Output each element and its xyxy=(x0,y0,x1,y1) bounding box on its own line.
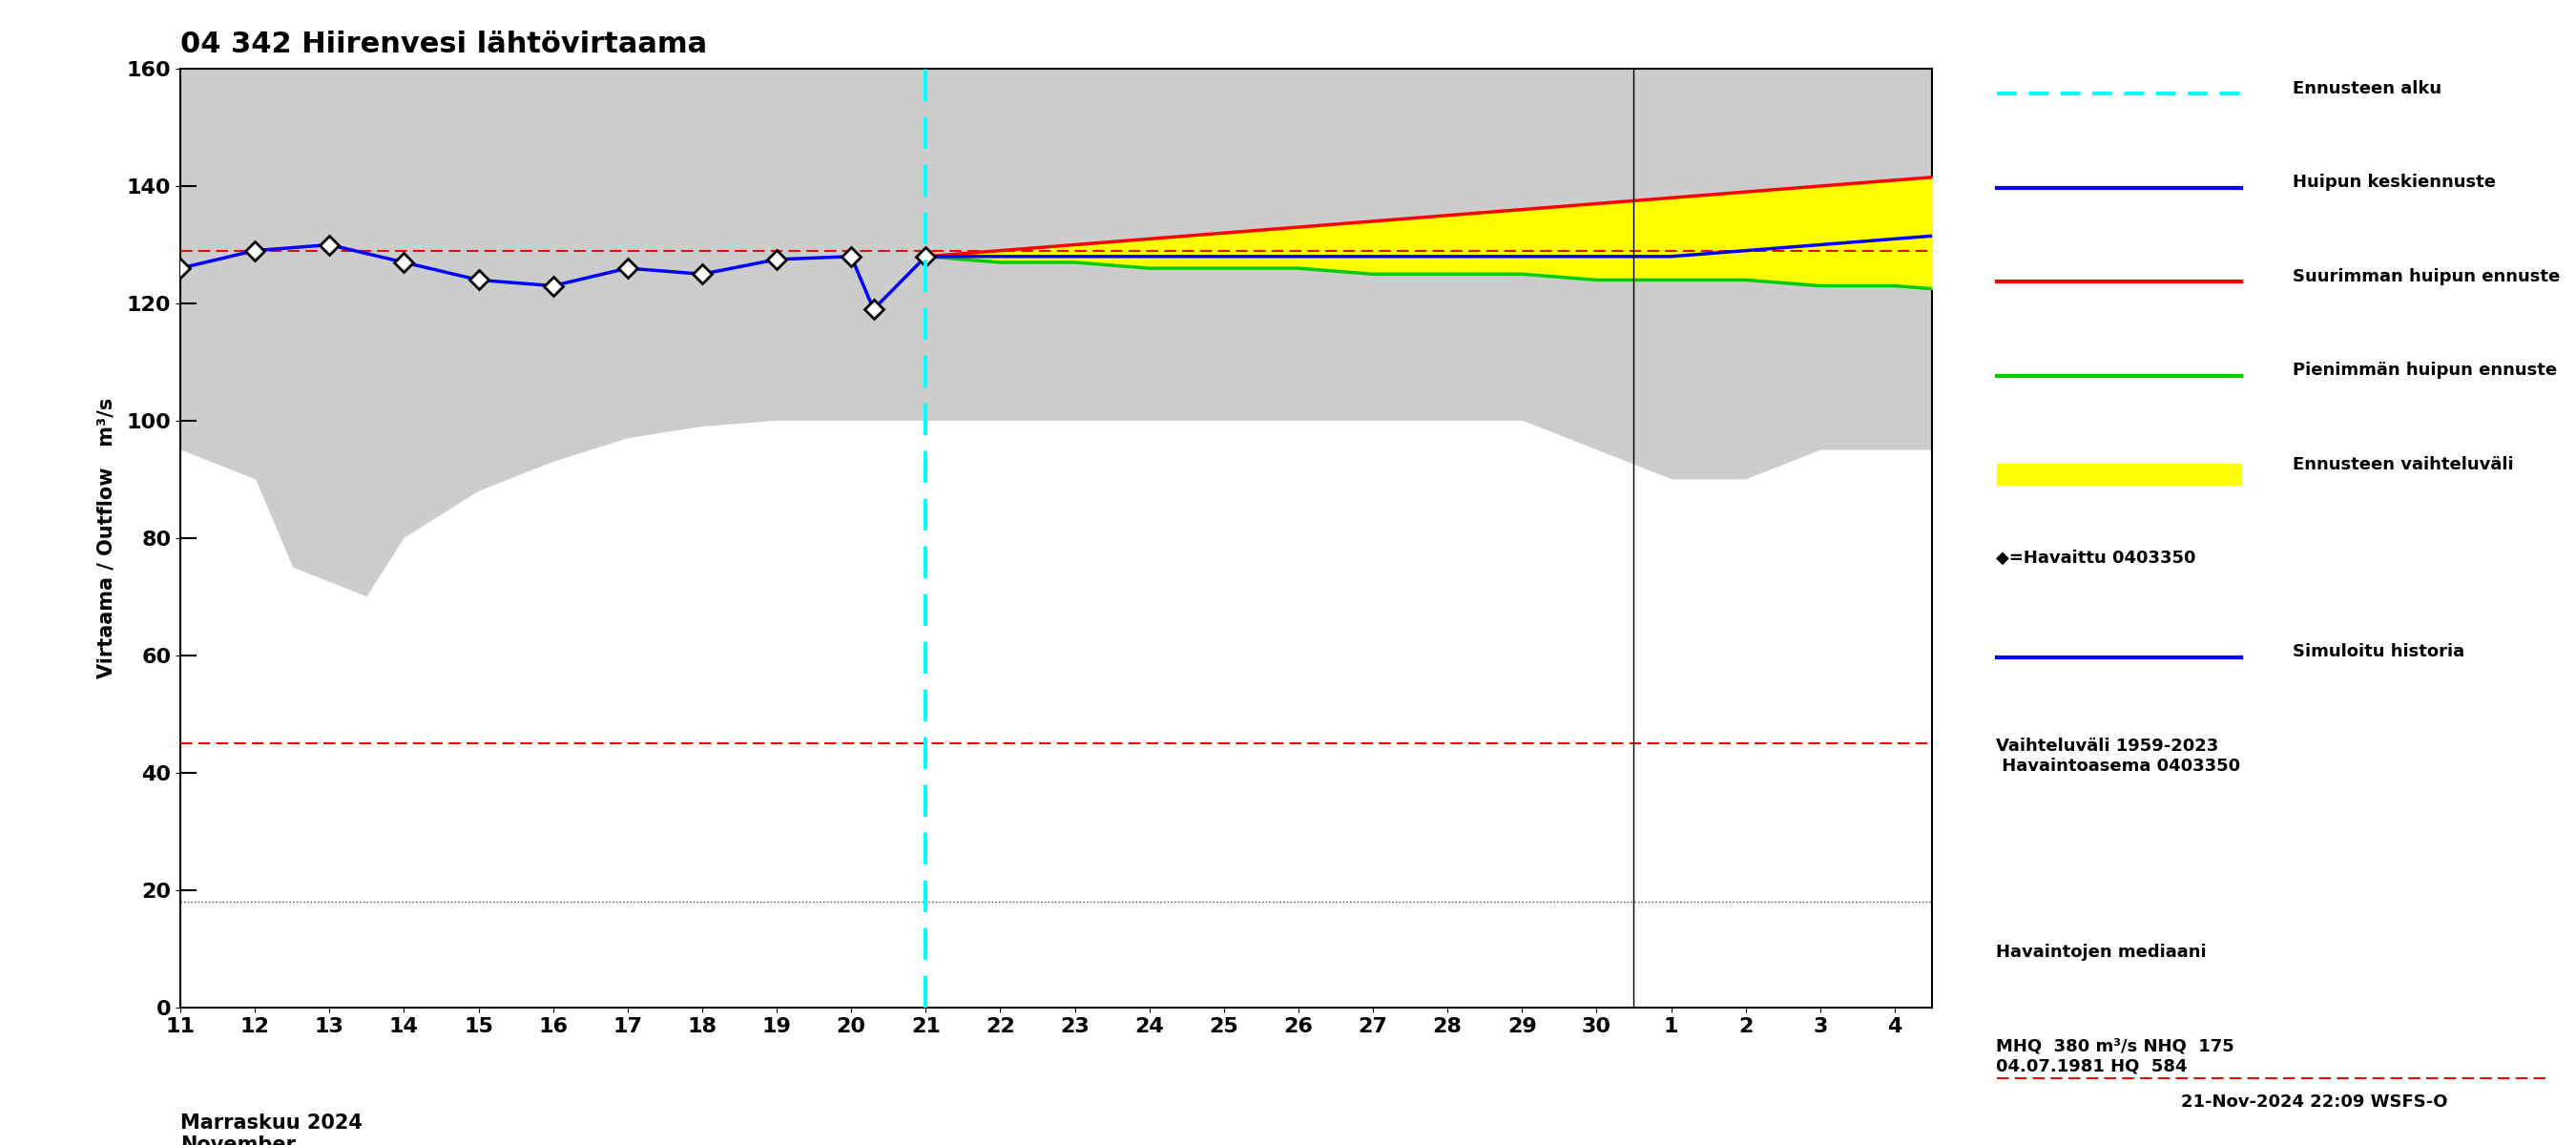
Text: MHQ  380 m³/s NHQ  175
04.07.1981 HQ  584: MHQ 380 m³/s NHQ 175 04.07.1981 HQ 584 xyxy=(1996,1037,2233,1075)
Text: Suurimman huipun ennuste: Suurimman huipun ennuste xyxy=(2293,268,2561,285)
Text: Huipun keskiennuste: Huipun keskiennuste xyxy=(2293,174,2496,191)
Text: Vaihteluväli 1959-2023
 Havaintoasema 0403350: Vaihteluväli 1959-2023 Havaintoasema 040… xyxy=(1996,737,2241,774)
Text: Ennusteen vaihteluväli: Ennusteen vaihteluväli xyxy=(2293,456,2514,473)
Text: 21-Nov-2024 22:09 WSFS-O: 21-Nov-2024 22:09 WSFS-O xyxy=(2179,1093,2447,1111)
Text: Havaintojen mediaani: Havaintojen mediaani xyxy=(1996,943,2208,961)
Text: ◆=Havaittu 0403350: ◆=Havaittu 0403350 xyxy=(1996,550,2197,567)
Y-axis label: Virtaama / Outflow   m³/s: Virtaama / Outflow m³/s xyxy=(98,397,116,679)
Text: 04 342 Hiirenvesi lähtövirtaama: 04 342 Hiirenvesi lähtövirtaama xyxy=(180,31,706,58)
Text: Simuloitu historia: Simuloitu historia xyxy=(2293,643,2465,661)
Text: Marraskuu 2024
November: Marraskuu 2024 November xyxy=(180,1113,363,1145)
Text: Pienimmän huipun ennuste: Pienimmän huipun ennuste xyxy=(2293,362,2558,379)
Text: Ennusteen alku: Ennusteen alku xyxy=(2293,80,2442,97)
